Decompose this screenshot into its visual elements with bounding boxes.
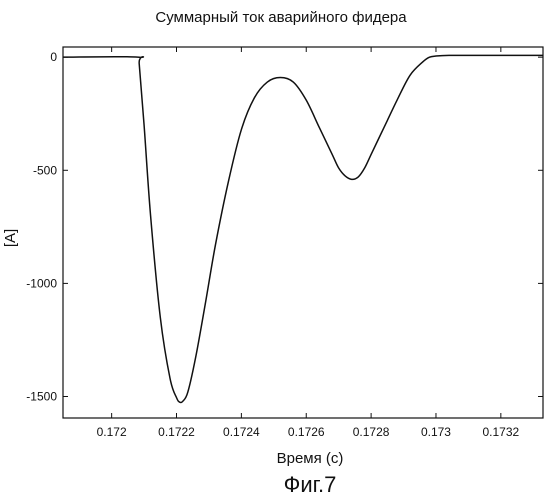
y-tick-label: 0 xyxy=(50,50,57,64)
x-tick-label: 0.172 xyxy=(97,425,127,439)
x-tick-label: 0.1722 xyxy=(158,425,195,439)
x-tick-label: 0.1726 xyxy=(288,425,325,439)
chart-title: Суммарный ток аварийного фидера xyxy=(155,9,407,26)
y-tick-label: -1000 xyxy=(26,276,57,290)
x-tick-label: 0.173 xyxy=(421,425,451,439)
y-axis-label: [A] xyxy=(2,229,19,247)
x-tick-label: 0.1732 xyxy=(482,425,519,439)
y-tick-label: -500 xyxy=(33,163,57,177)
x-tick-label: 0.1728 xyxy=(353,425,390,439)
figure-caption: Фиг.7 xyxy=(284,472,337,497)
x-axis-label: Время (с) xyxy=(277,450,344,467)
y-tick-label: -1500 xyxy=(26,390,57,404)
x-tick-label: 0.1724 xyxy=(223,425,260,439)
plot-frame xyxy=(63,47,543,418)
